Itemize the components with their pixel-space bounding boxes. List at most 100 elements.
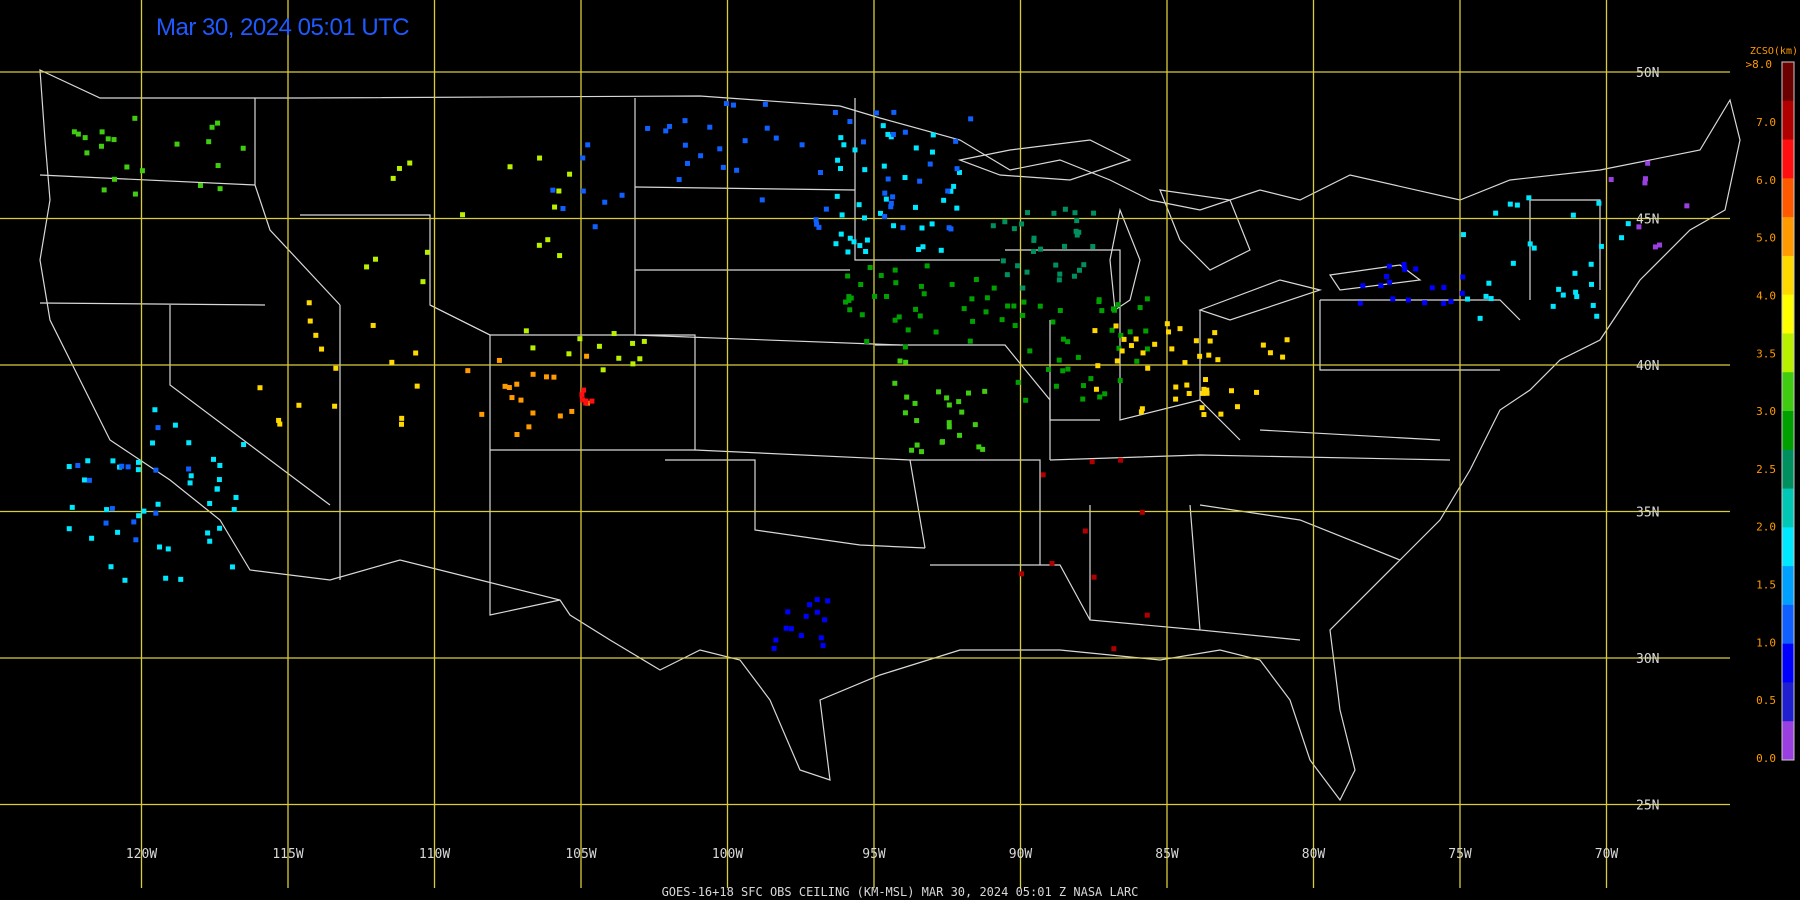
station-marker	[878, 273, 884, 279]
station-marker	[1114, 358, 1120, 364]
lat-lon-grid: 50N 45N 40N 35N 30N 25N 120W 115W 110W 105W 100W 95…	[0, 0, 1730, 888]
station-marker	[1144, 346, 1150, 352]
boundary-wa-or	[39, 174, 256, 186]
station-marker	[1390, 296, 1396, 302]
station-marker	[1127, 329, 1133, 335]
station-marker	[1074, 232, 1080, 238]
station-marker	[619, 192, 625, 198]
legend-tick-label: 6.0	[1756, 174, 1776, 187]
station-marker	[717, 146, 723, 152]
station-marker	[825, 598, 831, 604]
boundary-id	[254, 98, 341, 306]
station-marker	[991, 285, 997, 291]
station-marker	[916, 246, 922, 252]
station-marker	[890, 194, 896, 200]
station-marker	[332, 403, 338, 409]
boundary-wi-il	[1005, 249, 1121, 310]
longitude-label: 100W	[712, 847, 743, 862]
station-marker	[1201, 386, 1207, 392]
station-marker	[954, 205, 960, 211]
station-marker	[999, 317, 1005, 323]
station-marker	[1267, 350, 1273, 356]
station-marker	[530, 410, 536, 416]
station-marker	[822, 617, 828, 623]
legend-color-band	[1782, 682, 1794, 722]
station-marker	[807, 602, 813, 608]
station-marker	[1056, 357, 1062, 363]
station-marker	[785, 609, 791, 615]
station-marker	[550, 187, 556, 193]
station-marker	[86, 477, 92, 483]
legend-color-band	[1782, 139, 1794, 179]
station-marker	[1134, 358, 1140, 364]
station-marker	[948, 188, 954, 194]
station-marker	[89, 535, 95, 541]
station-marker	[1204, 390, 1210, 396]
station-marker	[1182, 360, 1188, 366]
station-marker	[1062, 206, 1068, 212]
boundary-pa-ny	[1320, 299, 1521, 321]
station-marker	[1053, 262, 1059, 268]
boundary-la-ms	[930, 564, 1091, 621]
station-marker	[155, 425, 161, 431]
station-marker	[85, 458, 91, 464]
us-outline	[39, 69, 1741, 802]
station-marker	[616, 355, 622, 361]
station-marker	[890, 131, 896, 137]
station-marker	[1121, 336, 1127, 342]
station-marker	[1193, 338, 1199, 344]
station-marker	[209, 124, 215, 130]
station-marker	[1493, 210, 1499, 216]
station-marker	[682, 142, 688, 148]
station-marker	[759, 197, 765, 203]
station-marker	[1590, 302, 1596, 308]
station-marker	[847, 235, 853, 241]
station-marker	[764, 125, 770, 131]
station-marker	[897, 358, 903, 364]
station-marker	[217, 186, 223, 192]
station-marker	[75, 131, 81, 137]
station-marker	[1117, 378, 1123, 384]
station-marker	[723, 101, 729, 107]
station-marker	[1111, 646, 1117, 652]
station-marker	[398, 421, 404, 427]
station-marker	[1128, 343, 1134, 349]
longitude-label: 80W	[1302, 847, 1326, 862]
station-marker	[929, 221, 935, 227]
station-marker	[1137, 305, 1143, 311]
station-marker	[1483, 293, 1489, 299]
station-marker	[841, 142, 847, 148]
station-marker	[847, 307, 853, 313]
legend-tick-label: 3.0	[1756, 405, 1776, 418]
station-marker	[1573, 289, 1579, 295]
station-marker	[115, 529, 121, 535]
station-marker	[982, 388, 988, 394]
station-marker	[852, 147, 858, 153]
station-marker	[98, 143, 104, 149]
station-marker	[206, 139, 212, 145]
station-marker	[707, 124, 713, 130]
station-marker	[1118, 457, 1124, 463]
station-marker	[1460, 274, 1466, 280]
boundary-oh-pa	[1199, 310, 1241, 441]
station-marker	[187, 480, 193, 486]
station-marker	[1152, 341, 1158, 347]
station-marker	[1119, 348, 1125, 354]
station-marker	[197, 182, 203, 188]
station-marker	[101, 187, 107, 193]
station-marker	[946, 225, 952, 231]
station-marker	[277, 421, 283, 427]
station-marker	[904, 394, 910, 400]
station-marker	[930, 132, 936, 138]
station-marker	[1596, 200, 1602, 206]
legend-top-label: >8.0	[1746, 58, 1773, 71]
station-marker	[178, 576, 184, 582]
station-marker	[1642, 176, 1648, 182]
station-marker	[816, 224, 822, 230]
station-marker	[1133, 336, 1139, 342]
station-marker	[663, 128, 669, 134]
station-marker	[233, 494, 239, 500]
station-marker	[883, 196, 889, 202]
station-marker	[163, 575, 169, 581]
station-marker	[918, 283, 924, 289]
